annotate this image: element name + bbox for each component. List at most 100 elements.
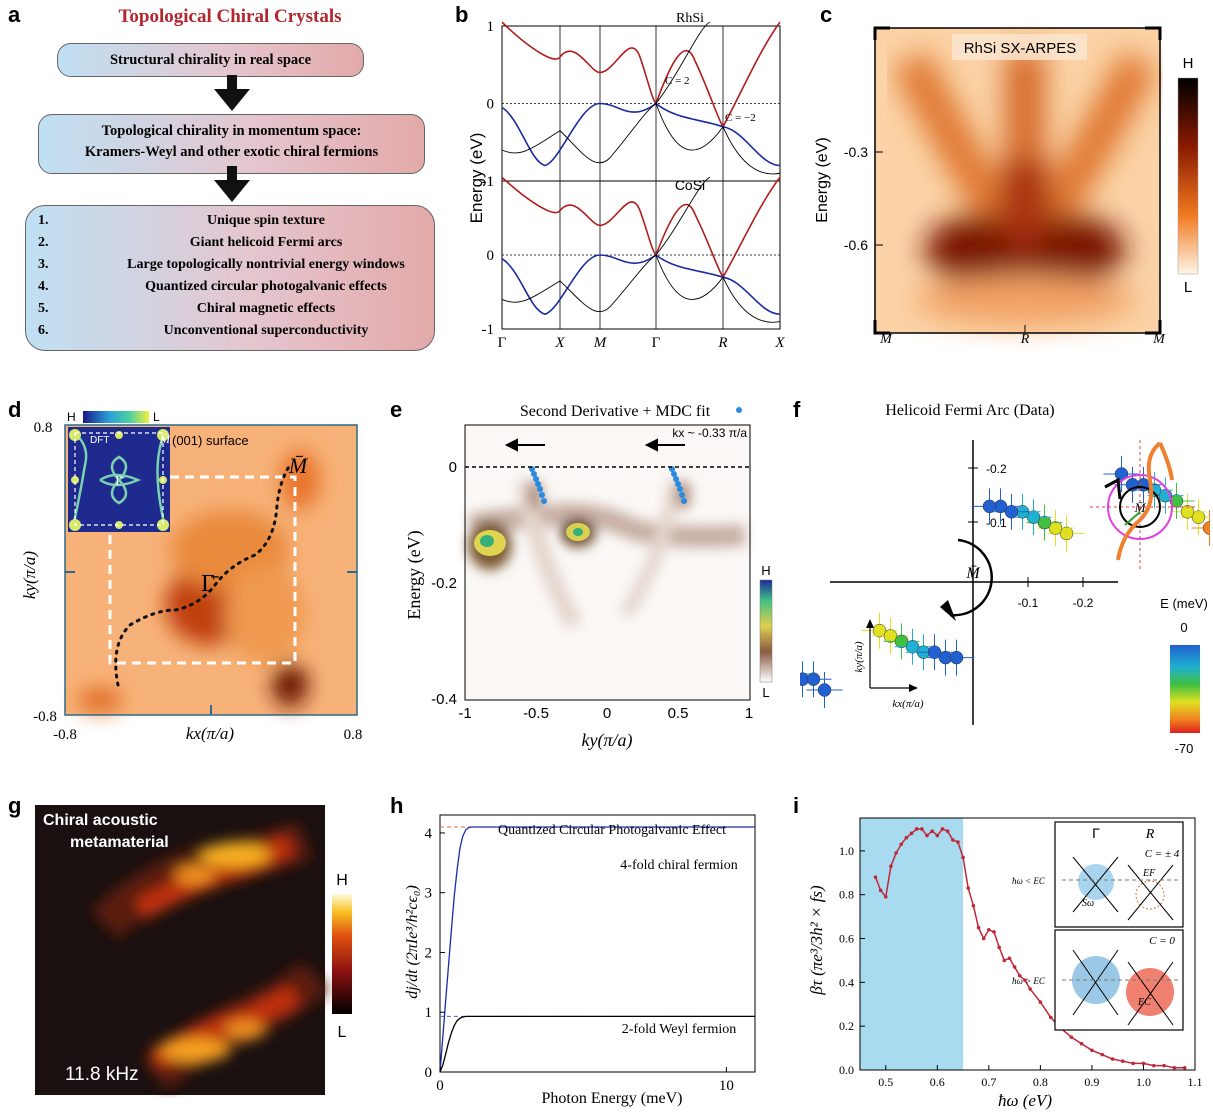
inj-inset-sw: Sω — [1082, 898, 1094, 909]
inj-shaded-region — [860, 818, 964, 1070]
band-other — [655, 254, 724, 300]
inj-data-point — [966, 886, 971, 890]
inj-data-point — [914, 827, 919, 831]
arpes-ytick: -0.6 — [844, 237, 868, 253]
property-item: 6. Unconventional superconductivity — [26, 320, 434, 342]
panel-f-helicoid-arc: Helicoid Fermi Arc (Data) -0.2 -0.1 -0.1… — [800, 402, 1210, 756]
inj-data-point — [899, 842, 904, 847]
hfa-data-point — [949, 650, 964, 665]
acoustic-title-line2: metamaterial — [70, 834, 169, 851]
sd-xtick: -1 — [458, 705, 471, 722]
arrow-down-icon — [214, 75, 250, 111]
band-kpoint-label: R — [717, 335, 727, 351]
inj-data-point — [1048, 1015, 1053, 1020]
property-number: 3. — [38, 257, 49, 272]
inj-data-point — [981, 936, 986, 941]
inj-data-point — [1069, 1035, 1074, 1039]
inj-ytick: 0.6 — [839, 932, 854, 946]
hfa-data-point — [1059, 526, 1074, 541]
cpge-ytick: 2 — [425, 945, 433, 961]
cpge-series-line — [439, 1015, 755, 1073]
hfa-data-point — [894, 634, 909, 649]
acoustic-cbar-low: L — [338, 1024, 347, 1041]
arrow-down-icon — [214, 166, 250, 202]
band-other — [655, 103, 724, 151]
inj-xtick: 0.6 — [930, 1075, 945, 1089]
fs-xlabel: kx(π/a) — [186, 724, 234, 743]
band-ytick: -1 — [482, 322, 495, 338]
sd-ytick: -0.2 — [431, 575, 457, 592]
inj-xtick: 0.5 — [878, 1075, 893, 1089]
sd-xtick: 0 — [603, 705, 611, 722]
panel-label-b: b — [455, 2, 469, 27]
panel-a-flowchart: Topological Chiral Crystals Structural c… — [20, 0, 440, 360]
flow-box-momentum: Topological chirality in momentum space:… — [38, 114, 425, 174]
band-kpoint-label: Γ — [498, 335, 507, 351]
acoustic-freq: 11.8 kHz — [65, 1064, 139, 1085]
acoustic-title-line1: Chiral acoustic — [43, 812, 158, 829]
hfa-circle-label: M̄ — [1134, 500, 1147, 515]
band-kpoint-label: X — [774, 335, 785, 351]
property-text: Large topologically nontrivial energy wi… — [127, 257, 405, 272]
arpes-xtick: M — [879, 332, 893, 347]
inj-frame — [859, 817, 1196, 1071]
fs-ytick-top: 0.8 — [34, 420, 53, 436]
cpge-series-line — [439, 826, 755, 1073]
inj-ytick: 0.0 — [839, 1063, 854, 1077]
cpge-xtick: 10 — [719, 1078, 734, 1094]
sd-xtick: -0.5 — [523, 705, 549, 722]
inj-data-point — [956, 840, 960, 844]
band-annot-gamma: C = 2 — [665, 75, 690, 87]
flow-box-momentum-line1: Topological chirality in momentum space: — [101, 123, 362, 139]
sd-mdc-fit-points — [529, 466, 687, 504]
inj-data-point — [987, 927, 991, 932]
arpes-title: RhSi SX-ARPES — [964, 40, 1077, 57]
hfa-cbar-bottom: -70 — [1175, 741, 1194, 756]
hfa-cbar-title: E (meV) — [1160, 596, 1208, 611]
inj-data-point — [992, 930, 996, 934]
inj-data-point — [935, 833, 940, 838]
acoustic-cbar-high: H — [336, 872, 348, 889]
panel-h-cpge: dj/dt (2πIe³/h²cϵ₀) Photon Energy (meV) … — [404, 814, 756, 1107]
property-text: Chiral magnetic effects — [196, 301, 336, 316]
property-item: 3. Large topologically nontrivial energy … — [26, 254, 434, 276]
hfa-mini-axes: ky(π/a) kx(π/a) — [853, 619, 924, 710]
inj-data-point — [1121, 1059, 1125, 1064]
inj-data-point — [925, 833, 929, 838]
cpge-ytick: 0 — [425, 1065, 433, 1081]
arrow-left-icon — [644, 438, 685, 452]
cpge-ytick: 4 — [425, 826, 433, 842]
arrow-head-icon — [940, 600, 956, 621]
inj-data-point — [1172, 1066, 1177, 1070]
inj-xtick: 0.9 — [1084, 1075, 1099, 1089]
hfa-data-point — [1026, 510, 1041, 524]
panel-label-i: i — [793, 793, 800, 818]
hfa-data-point — [1202, 521, 1210, 535]
inj-inset-lt: ħω < EC — [1012, 876, 1046, 886]
flow-title: Topological Chiral Crystals — [118, 6, 342, 27]
hfa-xtick: -0.1 — [1018, 596, 1039, 610]
sd-kx-label: kx ~ -0.33 π/a — [672, 426, 747, 440]
arpes-ylabel: Energy (eV) — [814, 137, 831, 222]
band-ylabel: Energy (eV) — [467, 133, 486, 224]
property-item: 5. Chiral magnetic effects — [26, 298, 434, 320]
hfa-axis-kx: kx(π/a) — [892, 698, 923, 710]
inj-data-point — [1023, 978, 1027, 982]
hfa-schematic-inset: M̄ — [1090, 440, 1198, 570]
cpge-xtick: 0 — [436, 1078, 444, 1094]
band-ytick: 1 — [487, 19, 495, 35]
inj-data-point — [1131, 1061, 1135, 1066]
band-other — [501, 21, 711, 164]
hfa-title: Helicoid Fermi Arc (Data) — [885, 402, 1054, 419]
band-ytick: 1 — [487, 174, 495, 190]
inj-data-point — [997, 945, 1001, 950]
inj-inset-gamma: Γ — [1092, 825, 1100, 841]
inj-inset-r: R — [1145, 827, 1155, 842]
band-kpoint-label: X — [554, 335, 565, 351]
hfa-xtick: -0.2 — [1073, 596, 1094, 610]
arpes-cbar-low: L — [1184, 279, 1192, 296]
inj-data-point — [971, 903, 976, 908]
acoustic-colorbar — [332, 894, 352, 1014]
fs-xtick-left: -0.8 — [53, 727, 77, 743]
panel-i-injection: βτ (πe³/3h² × fs) ħω (eV) 0.0 0.2 0.4 0.6 0.… — [807, 817, 1203, 1110]
